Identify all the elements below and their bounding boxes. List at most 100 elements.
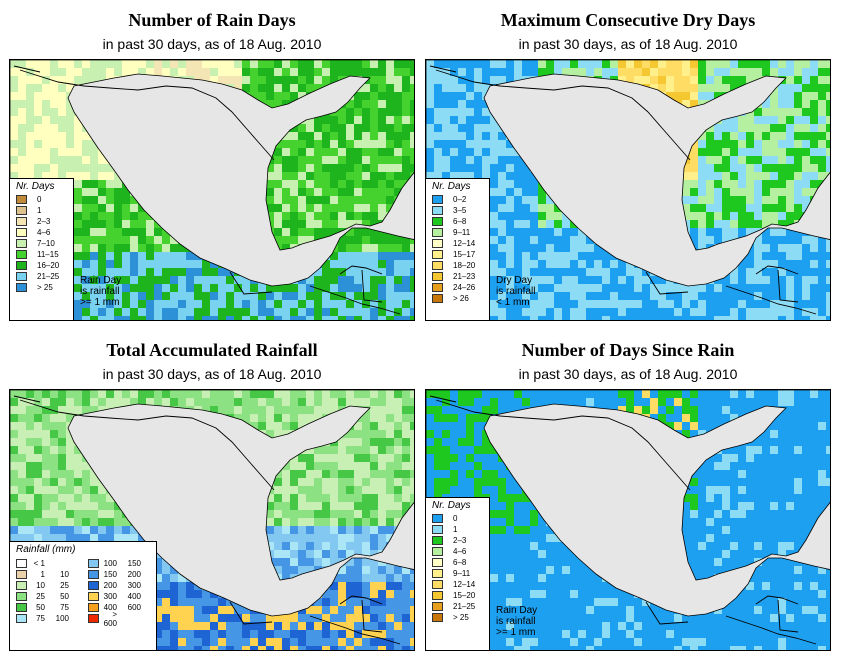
legend-label: 24–26 — [453, 283, 476, 292]
note-line: is rainfall — [80, 286, 120, 297]
legend-title: Rainfall (mm) — [16, 544, 76, 555]
legend-swatch — [16, 570, 27, 579]
legend-label: 12–14 — [453, 580, 476, 589]
legend-label: 21–23 — [453, 272, 476, 281]
legend-range-low: 100 — [103, 559, 117, 568]
legend-row: 6–8 — [426, 557, 489, 568]
legend-row: 50 75 — [16, 602, 69, 613]
coastline — [10, 60, 414, 320]
legend-swatch — [432, 580, 443, 589]
legend-row: 1 10 — [16, 569, 69, 580]
border-line — [339, 595, 383, 605]
legend-label: 7–10 — [37, 239, 55, 248]
coastline — [10, 390, 414, 650]
legend-label: 3–5 — [453, 206, 467, 215]
note-line: >= 1 mm — [80, 297, 120, 308]
legend-swatch — [88, 603, 99, 612]
legend-label: 6–8 — [453, 217, 467, 226]
legend-swatch — [88, 581, 99, 590]
legend-swatch — [432, 613, 443, 622]
panel-subtitle: in past 30 days, as of 18 Aug. 2010 — [518, 36, 738, 52]
legend-label: 1 — [453, 525, 458, 534]
legend-row: 2–3 — [426, 535, 489, 546]
legend-row: > 26 — [426, 293, 489, 304]
legend-swatch — [16, 283, 27, 292]
legend-range-low: 400 — [103, 603, 117, 612]
border-line — [755, 595, 799, 605]
legend-range-high: 50 — [60, 592, 69, 601]
legend-swatch — [16, 195, 27, 204]
legend-swatch — [432, 250, 443, 259]
legend-row: > 25 — [426, 612, 489, 623]
legend-row: 25 50 — [16, 591, 69, 602]
legend-note: Rain Day is rainfall >= 1 mm — [496, 605, 537, 638]
legend-swatch — [432, 195, 443, 204]
legend-label: 16–20 — [37, 261, 60, 270]
legend-range-high: 10 — [60, 570, 69, 579]
border-line — [777, 599, 799, 633]
legend-row: 0 — [426, 513, 489, 524]
legend-swatch — [432, 602, 443, 611]
legend-swatch — [432, 239, 443, 248]
legend-label: 2–3 — [453, 536, 467, 545]
legend-swatch — [16, 228, 27, 237]
legend-row: 400 600 — [88, 602, 141, 613]
legend-row: 1 — [426, 524, 489, 535]
legend-swatch — [88, 592, 99, 601]
panel-subtitle: in past 30 days, as of 18 Aug. 2010 — [102, 36, 322, 52]
legend-label: 12–14 — [453, 239, 476, 248]
legend-swatch — [432, 217, 443, 226]
legend-row: 3–5 — [426, 205, 489, 216]
legend-range-low: 150 — [103, 570, 117, 579]
legend: Nr. Days 0 1 2–3 4–6 6–8 9–11 12–14 15–20 21–25 >… — [426, 497, 490, 650]
border-line — [435, 69, 691, 161]
legend-label: 9–11 — [453, 228, 471, 237]
legend-column-left: < 1 1 10 10 25 25 50 50 75 75 100 — [16, 558, 69, 624]
legend-label: 0–2 — [453, 195, 467, 204]
border-line — [309, 615, 401, 645]
legend-row: 12–14 — [426, 579, 489, 590]
legend-swatch — [16, 603, 27, 612]
border-line — [645, 271, 689, 295]
legend-row: 2–3 — [10, 216, 73, 227]
border-line — [229, 271, 273, 295]
legend-range-low: 300 — [103, 592, 117, 601]
legend-range-low: 10 — [36, 581, 45, 590]
legend-row: 100 150 — [88, 558, 141, 569]
legend-swatch — [432, 294, 443, 303]
legend-swatch — [432, 206, 443, 215]
legend-swatch — [432, 272, 443, 281]
note-line: is rainfall — [496, 286, 536, 297]
legend-swatch — [432, 283, 443, 292]
panel-title: Number of Rain Days — [128, 10, 296, 30]
legend-column-right: 100 150 150 200 200 300 300 400 400 600 > 600 — [88, 558, 141, 628]
legend-row: 10 25 — [16, 580, 69, 591]
border-line — [13, 65, 41, 73]
legend-label: 0 — [453, 514, 458, 523]
note-line: is rainfall — [496, 616, 536, 627]
legend-swatch — [432, 228, 443, 237]
legend-row: 12–14 — [426, 238, 489, 249]
legend-row: 150 200 — [88, 569, 141, 580]
legend-swatch — [16, 272, 27, 281]
legend-row: 11–15 — [10, 249, 73, 260]
legend-row: 6–8 — [426, 216, 489, 227]
legend-row: 24–26 — [426, 282, 489, 293]
legend-swatch — [16, 250, 27, 259]
legend-range-high: 300 — [127, 581, 141, 590]
border-line — [435, 399, 691, 491]
legend: Rainfall (mm) < 1 1 10 10 25 25 50 50 75 75 100 10… — [10, 541, 157, 650]
legend-swatch — [16, 592, 27, 601]
legend-swatch — [432, 261, 443, 270]
legend-swatch — [16, 559, 27, 568]
legend-row: 1 — [10, 205, 73, 216]
legend-label: > 25 — [37, 283, 53, 292]
legend-range-low: > 600 — [103, 609, 117, 628]
border-line — [361, 269, 383, 303]
legend-swatch — [16, 614, 27, 623]
note-line: Rain Day — [496, 605, 538, 616]
legend-row: > 25 — [10, 282, 73, 293]
note-line: < 1 mm — [496, 297, 530, 308]
border-line — [13, 395, 41, 403]
legend-row: 75 100 — [16, 613, 69, 624]
